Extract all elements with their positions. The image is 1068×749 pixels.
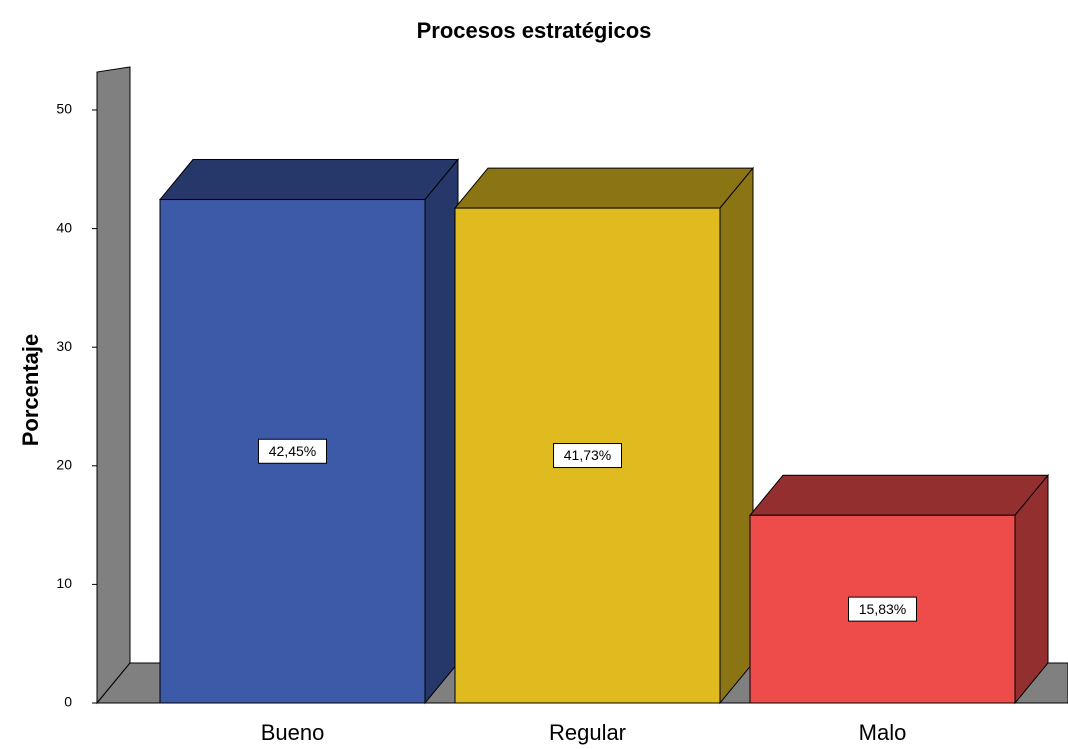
y-axis-label: Porcentaje	[18, 334, 43, 447]
value-label-box	[848, 596, 917, 622]
chart-title: Procesos estratégicos	[417, 18, 652, 43]
value-label: 15,83%	[859, 601, 906, 617]
bar-top	[453, 167, 755, 209]
bar-top	[748, 474, 1050, 516]
y-tick-label: 0	[64, 694, 72, 710]
value-label: 42,45%	[269, 443, 316, 459]
bar-top	[158, 159, 460, 201]
x-tick-label: Malo	[859, 720, 907, 745]
x-tick-label: Bueno	[261, 720, 325, 745]
bar-side	[1014, 473, 1049, 705]
y-tick-label: 20	[56, 457, 72, 473]
y-tick-label: 40	[56, 219, 72, 235]
bar-side	[719, 166, 754, 705]
back-wall	[96, 66, 131, 705]
x-tick-label: Regular	[549, 720, 626, 745]
y-tick-label: 10	[56, 575, 72, 591]
bar-side	[424, 158, 459, 705]
value-label-box	[553, 443, 622, 469]
y-tick-label: 50	[56, 101, 72, 117]
value-label-box	[258, 438, 327, 464]
value-label: 41,73%	[564, 447, 611, 463]
y-tick-label: 30	[56, 338, 72, 354]
